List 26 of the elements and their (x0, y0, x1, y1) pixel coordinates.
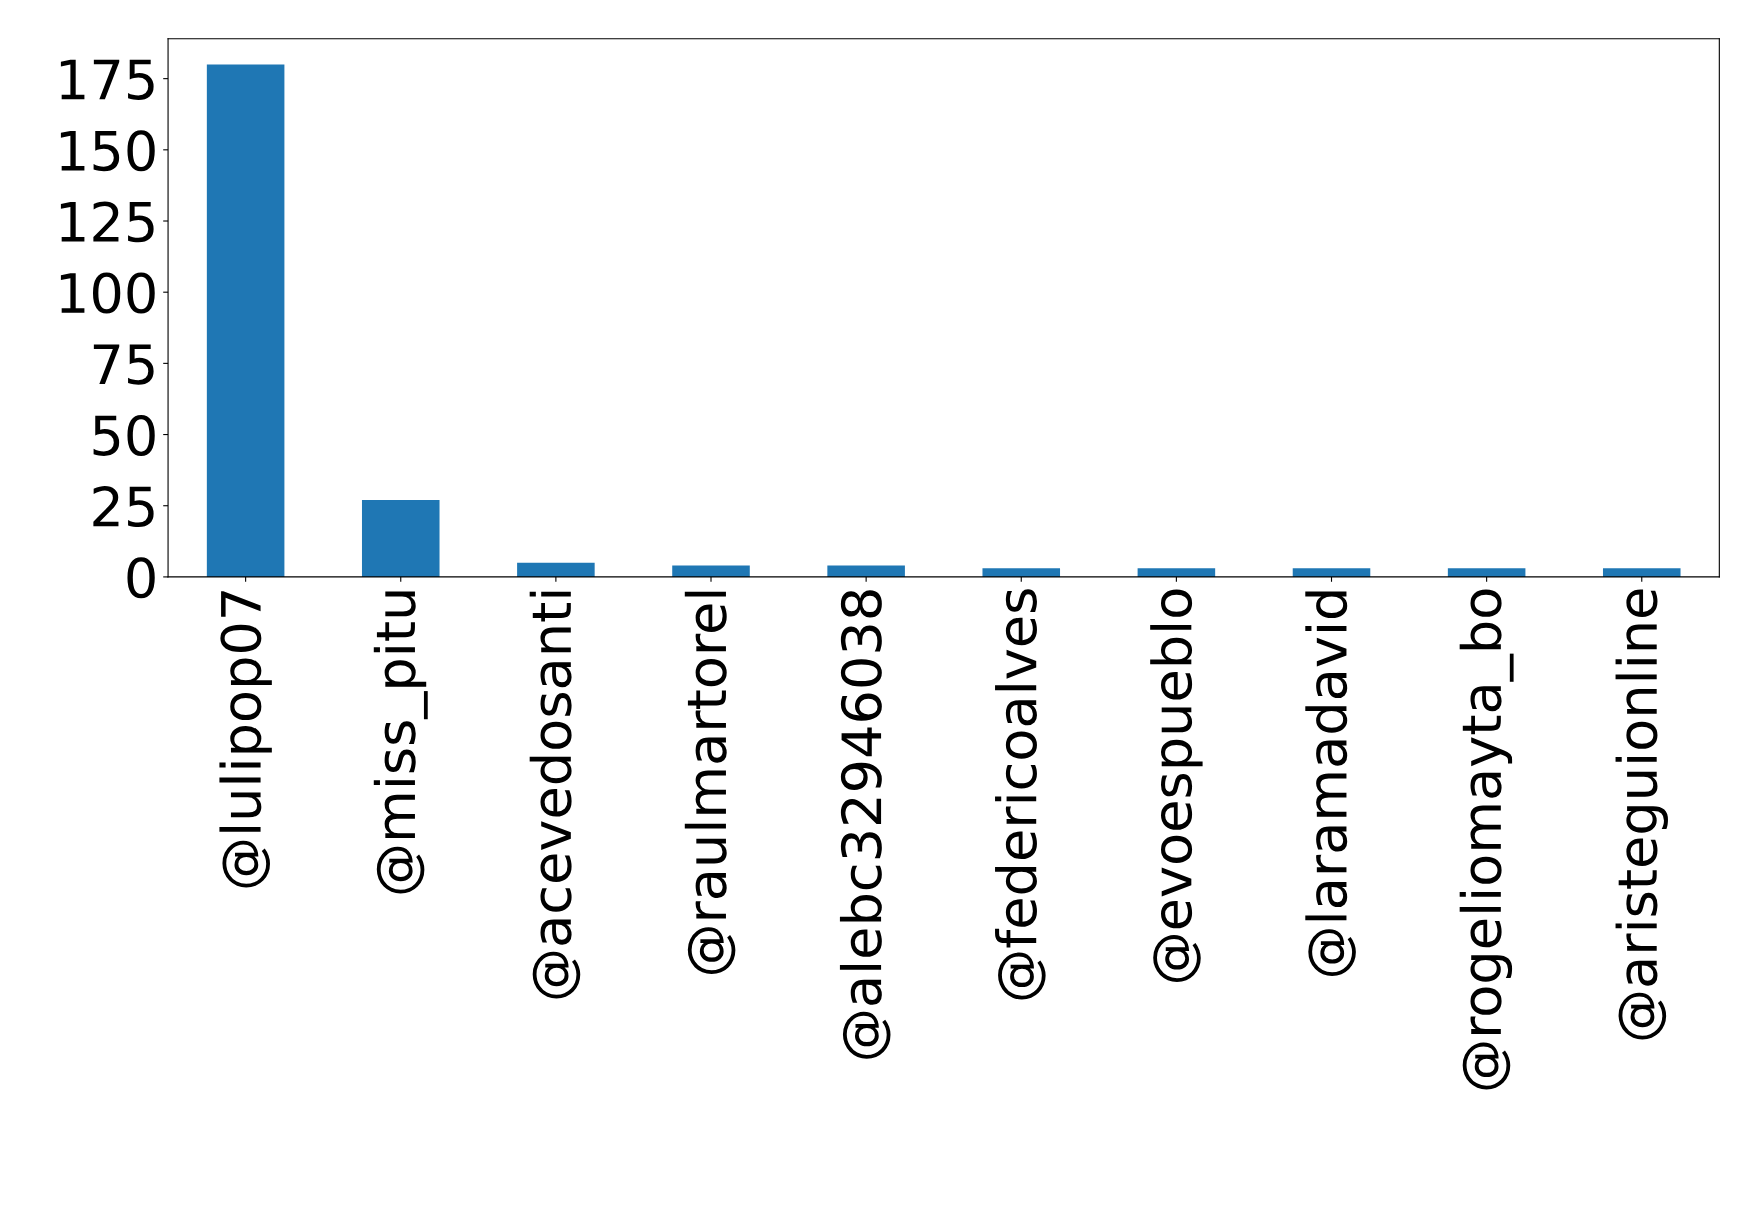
y-tick-label: 75 (93, 344, 154, 385)
y-tick-label: 150 (60, 130, 155, 172)
y-tick-label: 0 (127, 557, 155, 599)
x-tick-label: @lulipop07 (219, 591, 272, 888)
bar (206, 64, 285, 577)
x-tick-label: @rogeliomayta_bo (1459, 589, 1514, 1090)
x-tick-label: @raulmartorel (684, 591, 736, 975)
bar (361, 500, 440, 577)
x-tick-label: @miss_pitu (373, 591, 428, 894)
x-tick-label: @evoespueblo (1150, 589, 1203, 982)
bar (1447, 568, 1526, 577)
bar (517, 562, 595, 577)
bar (1292, 568, 1371, 577)
y-tick-label: 25 (93, 486, 154, 528)
x-tick-label: @federicoalves (995, 589, 1046, 1000)
bar (982, 568, 1061, 577)
y-tick-label: 100 (60, 272, 155, 314)
x-tick-label: @aristeguionline (1615, 589, 1668, 1040)
y-tick-label: 125 (60, 201, 154, 243)
x-tick-label: @acevedosanti (529, 591, 581, 999)
x-tick-label: @alebc32946038 (839, 590, 891, 1059)
x-tick-label: @laramadavid (1305, 591, 1356, 976)
bar (1602, 568, 1681, 577)
bar (1137, 568, 1216, 577)
y-tick-label: 175 (60, 59, 154, 100)
y-tick-label: 50 (93, 414, 155, 456)
